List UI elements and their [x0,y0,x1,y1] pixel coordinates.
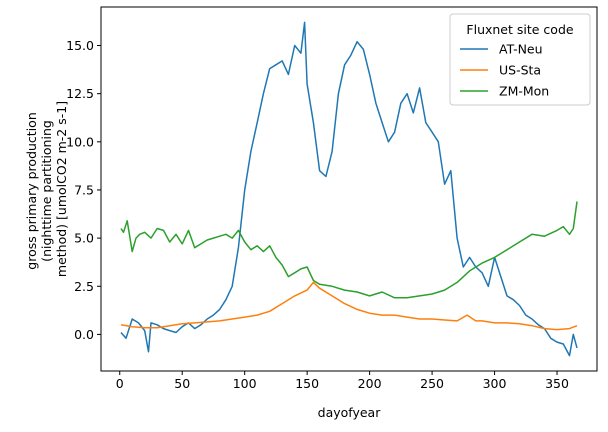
x-tick-label: 0 [116,376,124,391]
legend-entries: AT-Neu US-Sta ZM-Mon [460,42,549,99]
legend-box [449,13,591,106]
x-tick-label: 150 [295,376,319,391]
y-axis-label-line-2: (nighttime partitioning [39,120,54,262]
legend-title: Fluxnet site code [466,22,573,37]
y-axis-label-line-3: method) [umolCO2 m-2 s-1] [54,101,69,277]
y-tick-label: 10.0 [66,134,94,149]
legend-label-zm-mon: ZM-Mon [499,84,549,99]
y-tick-label: 2.5 [74,279,94,294]
plot-frame [100,6,598,372]
legend-label-us-sta: US-Sta [499,63,541,78]
series-line-zm-mon [120,201,578,299]
series-line-at-neu [120,21,578,357]
x-axis-label: dayofyear [318,405,382,420]
x-tick-label: 200 [358,376,382,391]
x-tick-label: 100 [233,376,257,391]
series-line-us-sta [120,281,578,331]
y-axis-label-line-1: gross primary production [24,112,39,269]
y-axis-label: gross primary production (nighttime part… [24,101,69,277]
y-tick-label: 12.5 [66,86,94,101]
x-axis-ticks: 0 50 100 150 200 250 300 350 [116,371,569,391]
x-tick-label: 50 [174,376,190,391]
y-tick-label: 0.0 [74,327,94,342]
y-axis-ticks: 0.0 2.5 5.0 7.5 10.0 12.5 15.0 [66,38,101,342]
y-tick-label: 15.0 [66,38,94,53]
legend-label-at-neu: AT-Neu [499,42,543,57]
x-tick-label: 300 [483,376,507,391]
x-tick-label: 350 [545,376,569,391]
y-tick-label: 5.0 [74,231,94,246]
series-lines [120,21,578,357]
legend: Fluxnet site code AT-Neu US-Sta ZM-Mon [449,13,591,106]
x-tick-label: 250 [420,376,444,391]
y-tick-label: 7.5 [74,182,94,197]
